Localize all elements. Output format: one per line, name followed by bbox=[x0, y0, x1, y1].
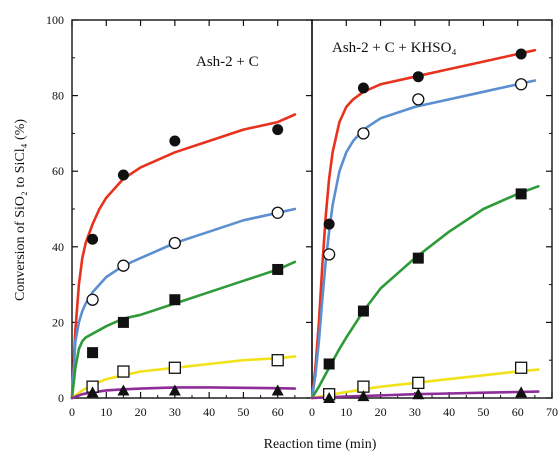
data-point-1-2-2 bbox=[413, 253, 424, 264]
data-point-1-0-1 bbox=[358, 83, 369, 94]
x-tick-label-1-6: 60 bbox=[512, 405, 524, 419]
data-point-0-2-0 bbox=[87, 347, 98, 358]
data-point-0-0-0 bbox=[87, 234, 98, 245]
y-axis-label: Conversion of SiO₂ to SiCl₄ (%) bbox=[13, 119, 28, 301]
data-point-0-1-1 bbox=[118, 260, 129, 271]
fit-line-0-2 bbox=[72, 262, 295, 398]
data-point-0-1-0 bbox=[87, 294, 98, 305]
data-point-0-4-3 bbox=[272, 384, 284, 395]
data-point-1-1-0 bbox=[324, 249, 335, 260]
data-point-0-0-3 bbox=[272, 124, 283, 135]
x-tick-label-1-2: 20 bbox=[375, 405, 387, 419]
data-point-1-2-1 bbox=[358, 306, 369, 317]
fit-line-1-2 bbox=[312, 186, 538, 398]
data-point-0-4-2 bbox=[169, 384, 181, 395]
data-point-1-2-0 bbox=[324, 358, 335, 369]
data-point-0-3-3 bbox=[272, 355, 283, 366]
data-point-1-2-3 bbox=[516, 188, 527, 199]
panel-left-title: Ash-2 + C bbox=[196, 54, 259, 70]
data-point-0-0-2 bbox=[169, 135, 180, 146]
data-point-1-0-0 bbox=[324, 219, 335, 230]
x-tick-label-0-5: 50 bbox=[237, 405, 249, 419]
data-point-0-3-2 bbox=[169, 362, 180, 373]
data-point-1-1-3 bbox=[516, 79, 527, 90]
x-tick-label-1-7: 70 bbox=[546, 405, 558, 419]
data-point-0-2-1 bbox=[118, 317, 129, 328]
x-tick-label-1-1: 10 bbox=[340, 405, 352, 419]
y-tick-label-5: 100 bbox=[46, 13, 64, 27]
data-point-1-1-2 bbox=[413, 94, 424, 105]
panel-frame-1 bbox=[312, 20, 552, 398]
data-point-1-0-2 bbox=[413, 71, 424, 82]
data-point-0-2-3 bbox=[272, 264, 283, 275]
fit-line-1-1 bbox=[312, 81, 535, 399]
x-tick-label-0-1: 10 bbox=[100, 405, 112, 419]
y-tick-label-3: 60 bbox=[52, 164, 64, 178]
y-tick-label-4: 80 bbox=[52, 89, 64, 103]
data-point-0-0-1 bbox=[118, 169, 129, 180]
x-tick-label-1-3: 30 bbox=[409, 405, 421, 419]
y-tick-label-1: 20 bbox=[52, 315, 64, 329]
data-point-1-3-2 bbox=[413, 377, 424, 388]
data-point-1-0-3 bbox=[516, 49, 527, 60]
x-tick-label-1-4: 40 bbox=[443, 405, 455, 419]
data-point-0-1-2 bbox=[169, 238, 180, 249]
x-axis-label: Reaction time (min) bbox=[264, 437, 377, 452]
data-point-0-3-1 bbox=[118, 366, 129, 377]
x-tick-label-0-6: 60 bbox=[272, 405, 284, 419]
x-tick-label-0-0: 0 bbox=[69, 405, 75, 419]
x-tick-label-0-4: 40 bbox=[203, 405, 215, 419]
y-tick-label-0: 0 bbox=[58, 391, 64, 405]
data-point-0-1-3 bbox=[272, 207, 283, 218]
y-tick-label-2: 40 bbox=[52, 240, 64, 254]
x-tick-label-1-0: 0 bbox=[309, 405, 315, 419]
x-tick-label-0-2: 20 bbox=[135, 405, 147, 419]
x-tick-label-1-5: 50 bbox=[477, 405, 489, 419]
data-point-0-2-2 bbox=[169, 294, 180, 305]
data-point-1-3-3 bbox=[516, 362, 527, 373]
fit-line-0-1 bbox=[72, 209, 295, 398]
fit-line-0-4 bbox=[72, 387, 295, 398]
panel-right-title: Ash-2 + C + KHSO₄ bbox=[332, 40, 457, 56]
data-point-1-1-1 bbox=[358, 128, 369, 139]
fit-line-0-0 bbox=[72, 115, 295, 399]
x-tick-label-0-3: 30 bbox=[169, 405, 181, 419]
